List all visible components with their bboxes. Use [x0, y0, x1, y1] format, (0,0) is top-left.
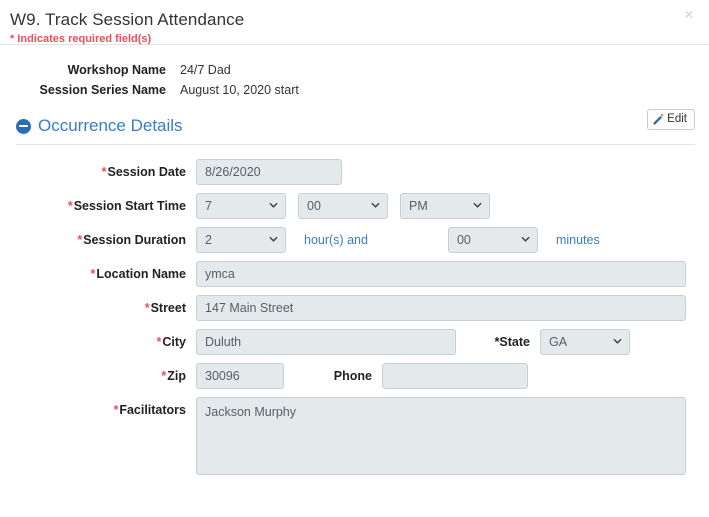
- state-value: GA: [540, 329, 630, 355]
- occurrence-details-form: *Session Date 8/26/2020 *Session Start T…: [0, 145, 709, 475]
- close-icon[interactable]: ×: [684, 5, 694, 24]
- facilitators-textarea[interactable]: Jackson Murphy: [196, 397, 686, 475]
- edit-button[interactable]: Edit: [647, 109, 695, 130]
- session-date-label-text: Session Date: [107, 165, 186, 179]
- pencil-icon: [653, 113, 664, 125]
- required-asterisk: *: [144, 301, 150, 315]
- required-asterisk: *: [113, 403, 119, 417]
- form-row-zip-phone: *Zip 30096 Phone: [0, 363, 709, 389]
- required-asterisk: *: [67, 199, 73, 213]
- form-row-session-start-time: *Session Start Time 7 00 PM: [0, 193, 709, 219]
- city-label-text: City: [162, 335, 186, 349]
- required-asterisk: *: [156, 335, 162, 349]
- info-row-session-series-name: Session Series Name August 10, 2020 star…: [0, 83, 709, 97]
- city-label: *City: [0, 335, 196, 349]
- required-asterisk: *: [161, 369, 167, 383]
- facilitators-label: *Facilitators: [0, 397, 196, 417]
- session-series-name-label: Session Series Name: [39, 83, 166, 97]
- session-duration-minutes-select[interactable]: 00: [447, 227, 538, 253]
- city-input[interactable]: Duluth: [196, 329, 456, 355]
- session-start-time-label: *Session Start Time: [0, 199, 196, 213]
- street-input[interactable]: 147 Main Street: [196, 295, 686, 321]
- session-duration-hours-value: 2: [196, 227, 286, 253]
- page-title: W9. Track Session Attendance: [10, 10, 245, 29]
- workshop-info-block: Workshop Name 24/7 Dad Session Series Na…: [0, 45, 709, 97]
- state-select[interactable]: GA: [540, 329, 630, 355]
- session-duration-hours-select[interactable]: 2: [196, 227, 286, 253]
- section-title: Occurrence Details: [38, 116, 183, 135]
- state-label-text: State: [499, 335, 530, 349]
- session-duration-label-text: Session Duration: [83, 233, 186, 247]
- workshop-name-value: 24/7 Dad: [180, 63, 231, 77]
- required-asterisk: *: [90, 267, 96, 281]
- phone-input[interactable]: [382, 363, 528, 389]
- location-name-label-text: Location Name: [96, 267, 186, 281]
- session-duration-minutes-value: 00: [447, 227, 538, 253]
- zip-input[interactable]: 30096: [196, 363, 284, 389]
- zip-label: *Zip: [0, 369, 196, 383]
- modal-header: W9. Track Session Attendance * Indicates…: [0, 0, 709, 46]
- section-divider: [16, 144, 695, 145]
- session-start-meridiem-select[interactable]: PM: [400, 193, 490, 219]
- required-asterisk: *: [77, 233, 83, 247]
- session-start-hour-select[interactable]: 7: [196, 193, 286, 219]
- location-name-label: *Location Name: [0, 267, 196, 281]
- form-row-street: *Street 147 Main Street: [0, 295, 709, 321]
- session-start-time-label-text: Session Start Time: [73, 199, 186, 213]
- form-row-session-duration: *Session Duration 2 hour(s) and 00 minut…: [0, 227, 709, 253]
- workshop-name-label: Workshop Name: [67, 63, 166, 77]
- session-date-label: *Session Date: [0, 165, 196, 179]
- street-label: *Street: [0, 301, 196, 315]
- facilitators-label-text: Facilitators: [119, 403, 186, 417]
- form-row-city-state: *City Duluth *State GA: [0, 329, 709, 355]
- required-asterisk: *: [494, 335, 500, 349]
- session-start-meridiem-value: PM: [400, 193, 490, 219]
- street-label-text: Street: [150, 301, 186, 315]
- session-start-minute-value: 00: [298, 193, 388, 219]
- occurrence-details-section-header: Occurrence Details Edit: [0, 109, 709, 139]
- required-asterisk: *: [101, 165, 107, 179]
- required-fields-note: * Indicates required field(s): [10, 33, 152, 45]
- form-row-session-date: *Session Date 8/26/2020: [0, 159, 709, 185]
- session-date-input[interactable]: 8/26/2020: [196, 159, 342, 185]
- duration-minutes-unit-label: minutes: [555, 233, 600, 247]
- state-label: *State: [456, 335, 540, 349]
- location-name-input[interactable]: ymca: [196, 261, 686, 287]
- session-series-name-value: August 10, 2020 start: [180, 83, 299, 97]
- form-row-location-name: *Location Name ymca: [0, 261, 709, 287]
- info-row-workshop-name: Workshop Name 24/7 Dad: [0, 63, 709, 77]
- form-row-facilitators: *Facilitators Jackson Murphy: [0, 397, 709, 475]
- session-duration-label: *Session Duration: [0, 233, 196, 247]
- circle-minus-icon[interactable]: [16, 118, 31, 134]
- zip-label-text: Zip: [167, 369, 186, 383]
- edit-button-label: Edit: [667, 113, 687, 125]
- phone-label: Phone: [333, 369, 372, 383]
- session-start-hour-value: 7: [196, 193, 286, 219]
- duration-hours-unit-label: hour(s) and: [304, 233, 368, 247]
- header-divider: [0, 44, 709, 45]
- session-start-minute-select[interactable]: 00: [298, 193, 388, 219]
